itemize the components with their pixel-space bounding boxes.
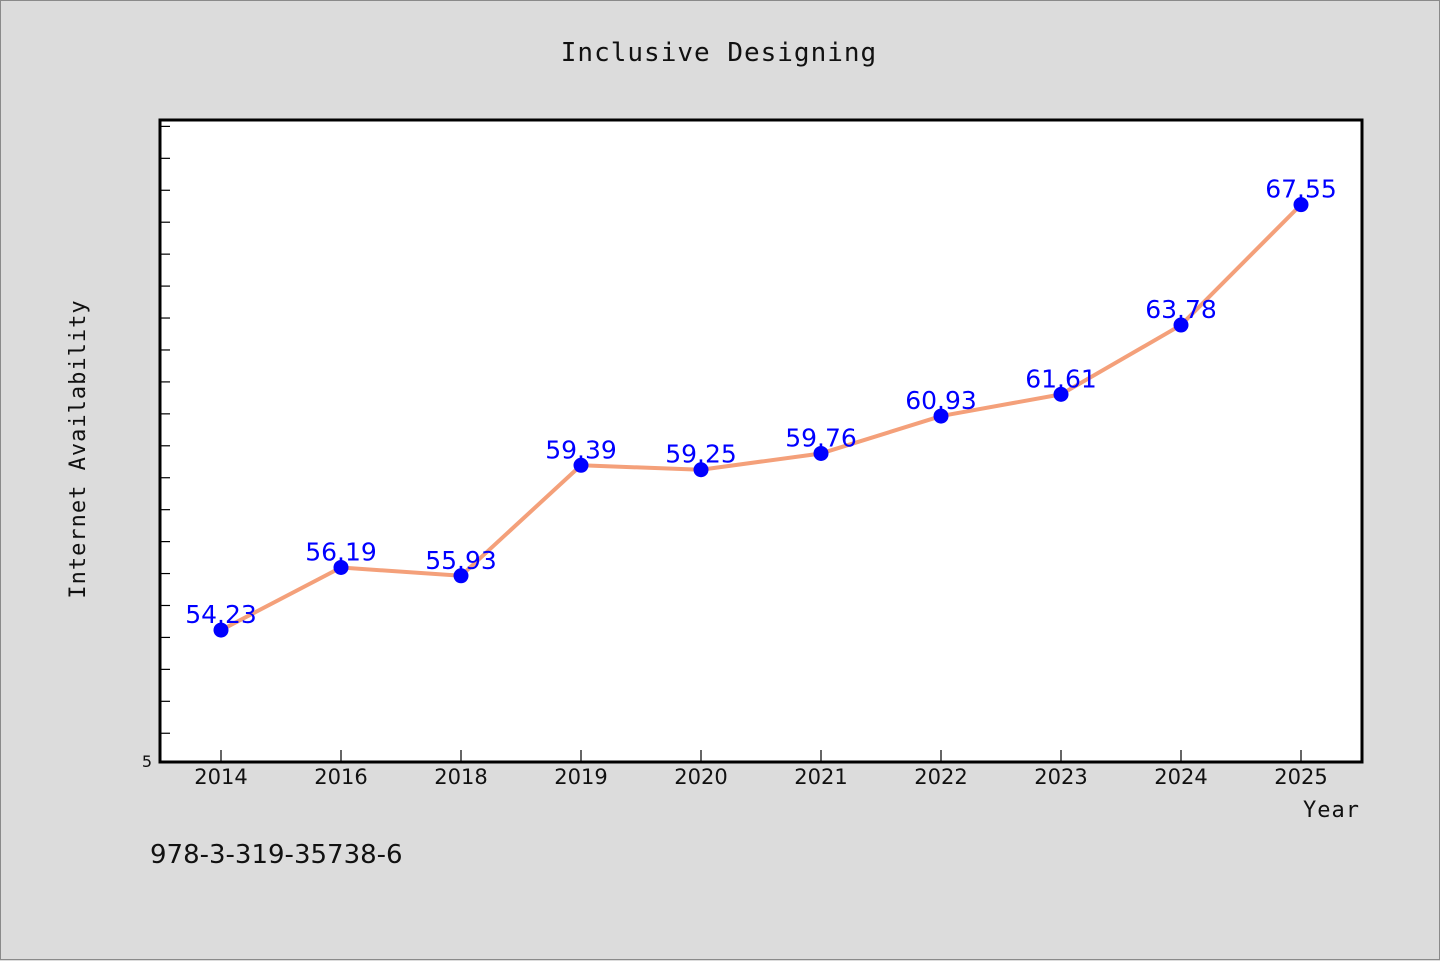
x-tick-label: 2020 bbox=[674, 765, 727, 789]
x-tick-label: 2025 bbox=[1274, 765, 1327, 789]
x-tick-label: 2021 bbox=[794, 765, 847, 789]
series-group: 54.23 56.19 55.93 59.39 59.25 59.76 60.93 61.61… bbox=[185, 175, 1337, 638]
plot-area bbox=[158, 118, 1364, 764]
data-label: 59.76 bbox=[785, 423, 857, 452]
data-label: 67.55 bbox=[1265, 175, 1337, 204]
data-label: 59.39 bbox=[545, 435, 617, 464]
data-label: 54.23 bbox=[185, 600, 257, 629]
x-tick-label: 2024 bbox=[1154, 765, 1207, 789]
x-tick-label: 2019 bbox=[554, 765, 607, 789]
data-label: 56.19 bbox=[305, 537, 377, 566]
data-point bbox=[573, 457, 589, 473]
data-point bbox=[1053, 386, 1069, 402]
data-point bbox=[693, 462, 709, 478]
x-axis-ticks: 2014 2016 2018 2019 2020 2021 2022 2023 2024 2025 bbox=[194, 750, 1328, 789]
footnote-isbn: 978-3-319-35738-6 bbox=[150, 840, 403, 870]
x-tick-label: 2022 bbox=[914, 765, 967, 789]
data-label: 59.25 bbox=[665, 440, 737, 469]
data-label: 63.78 bbox=[1145, 295, 1217, 324]
y-axis-label: Internet Availability bbox=[66, 299, 91, 598]
data-point bbox=[813, 445, 829, 461]
data-point bbox=[1293, 197, 1309, 213]
data-label: 60.93 bbox=[905, 386, 977, 415]
chart-title: Inclusive Designing bbox=[561, 38, 877, 68]
x-tick-label: 2014 bbox=[194, 765, 247, 789]
x-tick-label: 2018 bbox=[434, 765, 487, 789]
data-point bbox=[933, 408, 949, 424]
data-point bbox=[333, 559, 349, 575]
x-axis-label: Year bbox=[1303, 798, 1360, 823]
data-label: 61.61 bbox=[1025, 364, 1097, 393]
x-tick-label: 2023 bbox=[1034, 765, 1087, 789]
data-point bbox=[1173, 317, 1189, 333]
data-label: 55.93 bbox=[425, 546, 497, 575]
y-axis-ticks bbox=[160, 125, 170, 734]
y-tick-label: 5 bbox=[142, 752, 152, 771]
data-point bbox=[213, 622, 229, 638]
x-tick-label: 2016 bbox=[314, 765, 367, 789]
data-point bbox=[453, 568, 469, 584]
series-line bbox=[220, 203, 1303, 632]
